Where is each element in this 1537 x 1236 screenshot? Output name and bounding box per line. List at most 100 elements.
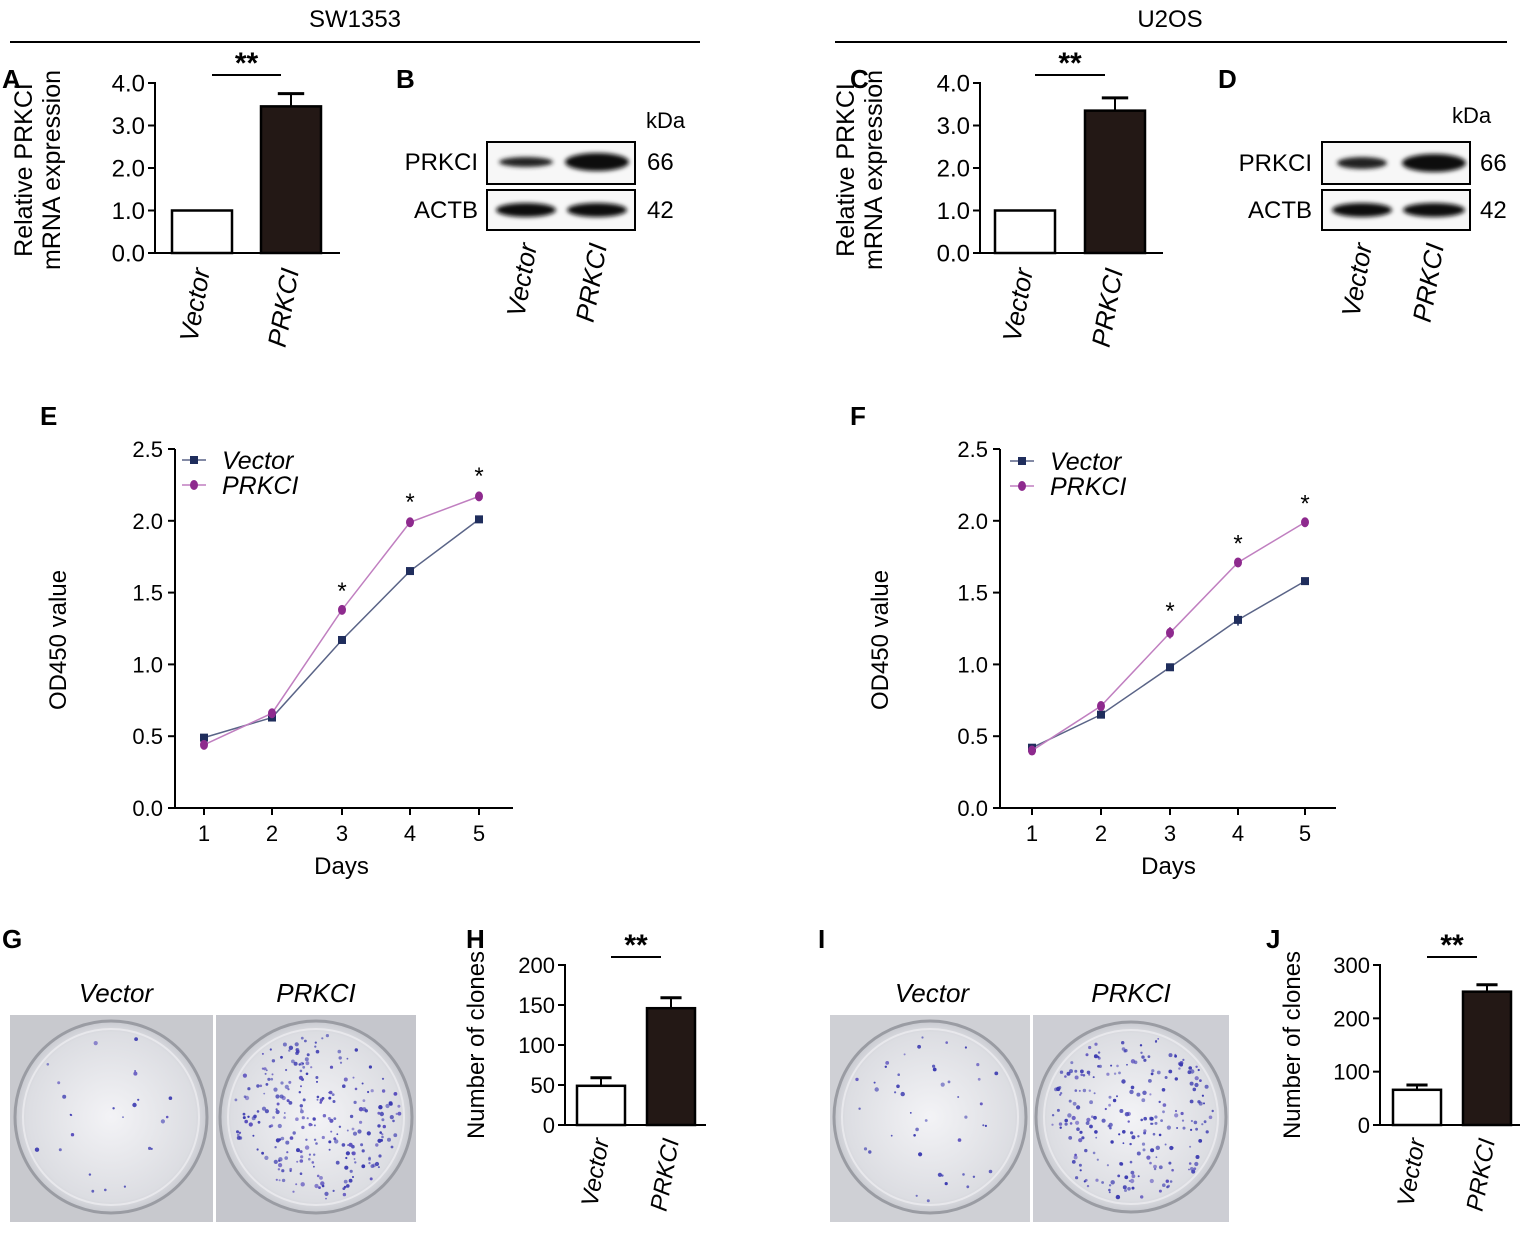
- colony-dot: [91, 1189, 95, 1193]
- colony-dot: [320, 1181, 325, 1186]
- colony-dot: [1071, 1160, 1076, 1164]
- y-tick-label: 2.0: [132, 509, 163, 534]
- colony-dot: [342, 1187, 346, 1190]
- colony-dot: [921, 1036, 924, 1039]
- colony-dot: [1104, 1107, 1107, 1111]
- y-tick-label: 200: [518, 953, 555, 978]
- colony-dot: [994, 1071, 999, 1076]
- panel-letter-e: E: [40, 401, 57, 431]
- x-tick-label: 5: [1299, 821, 1311, 846]
- y-tick-label: 2.0: [937, 156, 970, 183]
- colony-dot: [1108, 1103, 1111, 1107]
- panel-letter-f: F: [850, 401, 866, 431]
- colony-dot: [332, 1189, 335, 1192]
- colony-dot: [1079, 1169, 1082, 1172]
- panel-letter-d: D: [1218, 64, 1237, 94]
- colony-dot: [302, 1065, 306, 1069]
- panel-letter-c: C: [850, 64, 869, 94]
- colony-dot: [331, 1093, 335, 1096]
- western-blot-b: kDa PRKCI 66 ACTB 42 Vector PRKCI: [405, 108, 686, 324]
- colony-dot: [328, 1148, 331, 1151]
- colony-dot: [375, 1143, 379, 1147]
- colony-dot: [1088, 1045, 1092, 1050]
- colony-dot: [1165, 1179, 1170, 1183]
- colony-dot: [1122, 1142, 1125, 1145]
- blot-protein-label: ACTB: [1248, 197, 1312, 224]
- colony-dot: [1190, 1069, 1195, 1074]
- colony-dot: [1158, 1189, 1162, 1193]
- colony-dot: [1195, 1155, 1200, 1159]
- colony-dot: [1110, 1064, 1113, 1067]
- colony-dot: [1169, 1180, 1173, 1183]
- colony-dot: [1147, 1055, 1151, 1058]
- colony-dot: [873, 1081, 876, 1084]
- colony-dot: [324, 1191, 329, 1196]
- colony-images-i: Vector PRKCI: [830, 978, 1229, 1222]
- y-tick-label: 1.5: [132, 581, 163, 606]
- colony-dot: [1143, 1116, 1147, 1121]
- colony-dot: [316, 1098, 319, 1101]
- blot-kda-value: 42: [647, 197, 674, 224]
- colony-dot: [252, 1134, 255, 1137]
- colony-dot: [1142, 1148, 1146, 1152]
- colony-dot: [345, 1151, 350, 1156]
- colony-dot: [357, 1129, 362, 1134]
- colony-dot: [264, 1072, 267, 1075]
- colony-dot: [58, 1148, 62, 1152]
- colony-dot: [285, 1068, 288, 1072]
- colony-dot: [1137, 1135, 1140, 1138]
- colony-dot: [1141, 1098, 1146, 1103]
- colony-dot: [1197, 1068, 1200, 1072]
- colony-dot: [1139, 1044, 1143, 1047]
- colony-dot: [338, 1125, 342, 1129]
- colony-dot: [277, 1168, 281, 1171]
- x-category-label: PRKCI: [1462, 1136, 1501, 1213]
- y-axis-label: Number of clones: [463, 951, 490, 1139]
- chart-e-cck8-sw1353: 0.0 0.5 1.0 1.5 2.0 2.5 1 2 3 4 5 Days OD450 value * *…: [45, 437, 513, 880]
- colony-dot: [1119, 1109, 1124, 1113]
- colony-dot: [310, 1066, 313, 1069]
- colony-dot: [304, 1057, 309, 1062]
- y-axis-label: Relative PRKCI: [10, 83, 38, 257]
- x-tick-label: 1: [1026, 821, 1038, 846]
- colony-dot: [1098, 1064, 1102, 1068]
- significance-mark: *: [337, 578, 346, 605]
- colony-dot: [381, 1135, 384, 1139]
- colony-dot: [1076, 1105, 1081, 1110]
- point-prkci: [406, 517, 414, 528]
- colony-dot: [301, 1116, 305, 1120]
- colony-dot: [150, 1147, 153, 1150]
- colony-dot: [863, 1147, 868, 1151]
- colony-dot: [924, 1119, 928, 1122]
- colony-dot: [1190, 1167, 1194, 1171]
- colony-dot: [300, 1036, 304, 1040]
- colony-dot: [962, 1173, 965, 1176]
- colony-dot: [351, 1127, 355, 1131]
- colony-dot: [335, 1160, 340, 1165]
- colony-dot: [314, 1041, 317, 1044]
- point-vector: [1097, 710, 1105, 719]
- colony-dot: [300, 1108, 303, 1111]
- colony-dot: [244, 1119, 248, 1124]
- x-category-label: Vector: [576, 1135, 615, 1208]
- colony-dot: [248, 1122, 253, 1127]
- colony-dot: [1124, 1189, 1127, 1192]
- bar-prkci: [259, 105, 323, 255]
- significance-mark: *: [405, 489, 414, 516]
- y-tick-label: 2.0: [957, 509, 988, 534]
- colony-dot: [1149, 1161, 1152, 1165]
- colony-dot: [1149, 1178, 1154, 1184]
- colony-dot: [62, 1094, 67, 1099]
- blot-band: [1332, 203, 1392, 217]
- colony-dot: [1086, 1184, 1090, 1188]
- colony-dots: [855, 1036, 999, 1203]
- colony-dot: [348, 1142, 353, 1147]
- colony-dot: [313, 1138, 317, 1142]
- x-tick-label: 4: [404, 821, 416, 846]
- colony-dot: [264, 1109, 269, 1114]
- y-axis-label: OD450 value: [45, 570, 72, 710]
- bar-vector: [170, 209, 234, 255]
- colony-dot: [932, 1067, 937, 1072]
- significance-mark: *: [474, 463, 483, 490]
- colony-dot: [275, 1109, 280, 1115]
